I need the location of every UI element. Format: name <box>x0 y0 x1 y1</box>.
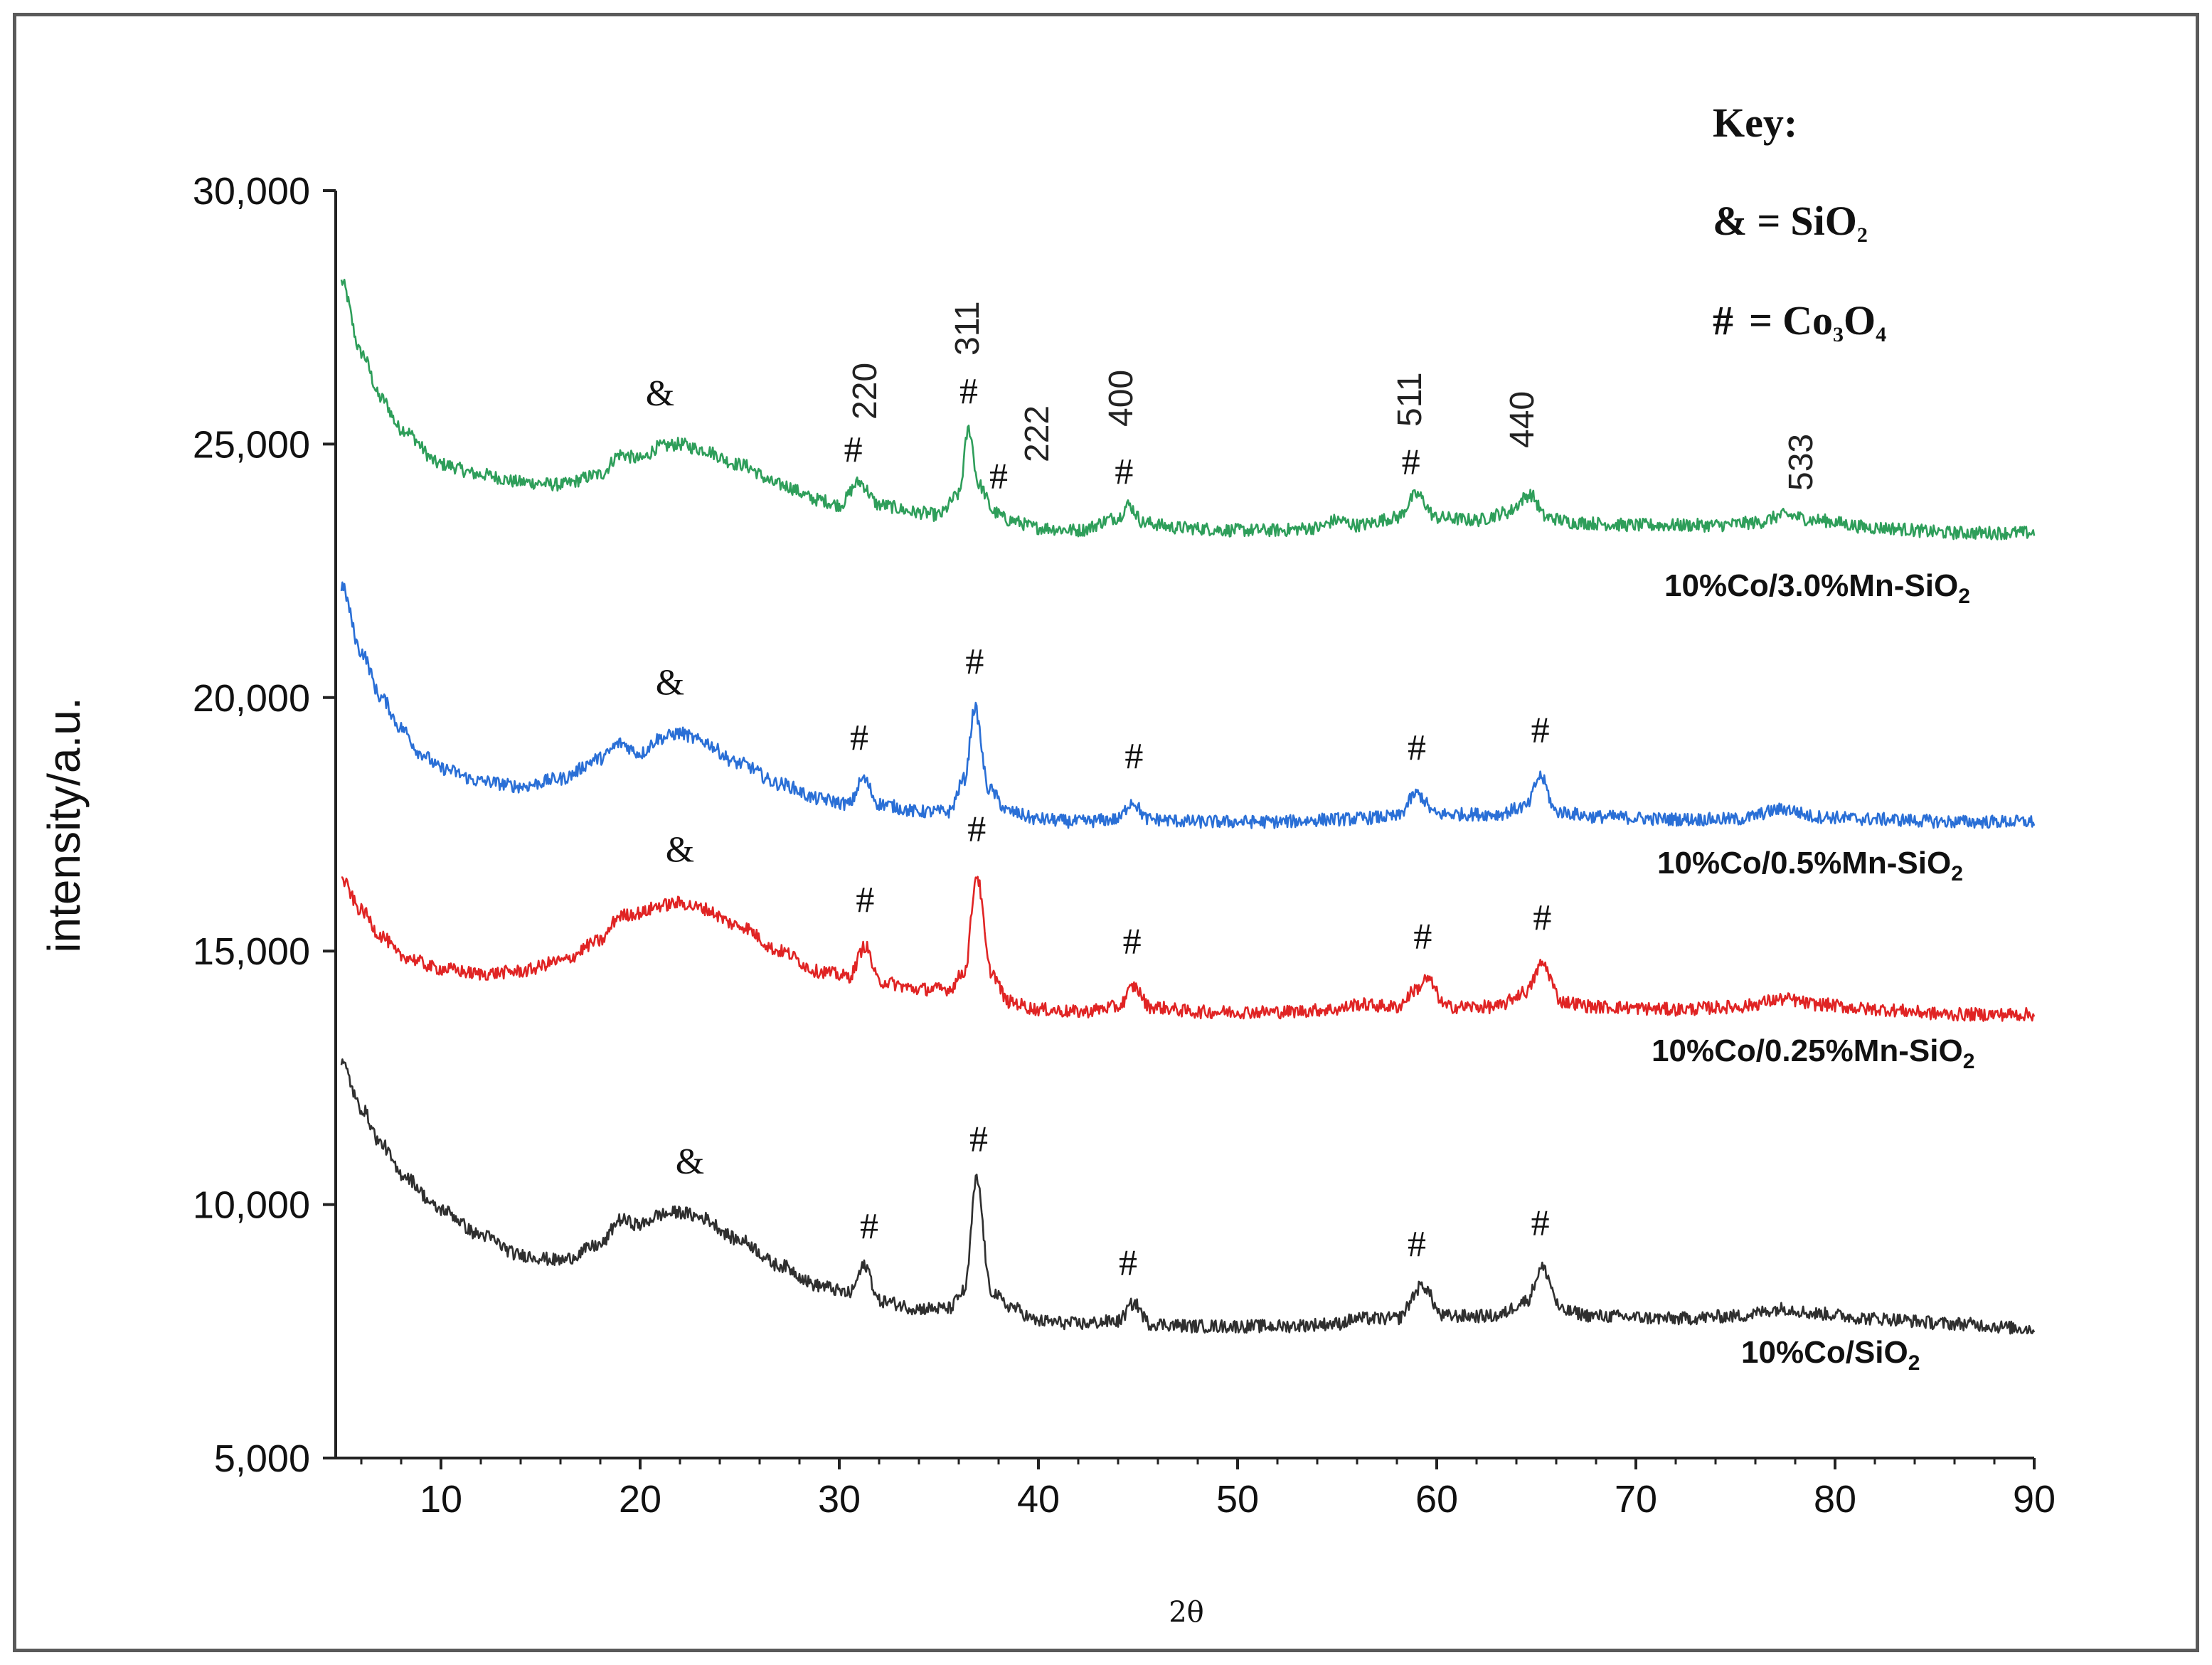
miller-311: 311 <box>949 301 987 356</box>
key-entry-co3o4: # = Co3O4 <box>1713 297 1886 346</box>
co3o4-marker: # <box>1408 728 1426 768</box>
x-tick-label: 20 <box>619 1478 661 1521</box>
x-tick-label: 10 <box>420 1478 462 1521</box>
x-tick-label: 50 <box>1216 1478 1259 1521</box>
figure-frame <box>13 13 2199 1652</box>
series-labels: 10%Co/3.0%Mn-SiO2 10%Co/0.5%Mn-SiO2 10%C… <box>1652 568 1974 1375</box>
co3o4-marker: # <box>1123 921 1142 962</box>
co3o4-marker: # <box>967 809 986 849</box>
x-tick-label: 70 <box>1615 1478 1657 1521</box>
co3o4-marker: # <box>860 1206 878 1247</box>
co3o4-marker: # <box>1531 710 1550 750</box>
co3o4-marker: # <box>1533 898 1551 938</box>
y-tick-label: 20,000 <box>193 677 310 720</box>
miller-indices: 220 311 222 400 511 440 533 <box>846 301 1820 491</box>
miller-400: 400 <box>1102 370 1140 427</box>
x-axis-label: 2θ <box>1169 1596 1204 1629</box>
miller-511: 511 <box>1391 372 1429 427</box>
series-label-3-0-mn: 10%Co/3.0%Mn-SiO2 <box>1664 568 1970 608</box>
co3o4-marker: # <box>1531 1203 1550 1244</box>
key-title: Key: <box>1713 100 1797 146</box>
co3o4-marker: # <box>965 642 984 682</box>
key-entry-sio2: & = SiO2 <box>1713 198 1868 247</box>
ticks: 10 20 30 40 50 60 70 80 90 5,000 10,000 15,000 20,00… <box>193 170 2056 1521</box>
series-lines <box>340 278 2036 1335</box>
y-tick-label: 10,000 <box>193 1184 310 1227</box>
co3o4-marker: # <box>1115 452 1133 492</box>
co3o4-marker: # <box>850 718 868 758</box>
series-label-co-sio2: 10%Co/SiO2 <box>1741 1335 1920 1375</box>
series-line-2 <box>341 876 2036 1022</box>
y-tick-label: 25,000 <box>193 423 310 466</box>
axes <box>334 191 2034 1459</box>
miller-222: 222 <box>1019 405 1056 462</box>
series-label-0-5-mn: 10%Co/0.5%Mn-SiO2 <box>1657 846 1963 885</box>
sio2-marker: & <box>656 662 684 703</box>
peak-markers: & # # # # # & # # # # # & # # # # # & # # # # # <box>646 371 1552 1283</box>
miller-220: 220 <box>846 363 884 420</box>
x-tick-label: 40 <box>1017 1478 1060 1521</box>
key-legend: Key: & = SiO2 # = Co3O4 <box>1713 100 1886 346</box>
co3o4-marker: # <box>1413 916 1432 957</box>
sio2-marker: & <box>646 373 674 414</box>
y-tick-label: 15,000 <box>193 930 310 973</box>
co3o4-marker: # <box>1408 1224 1426 1265</box>
sio2-marker: & <box>666 829 694 870</box>
x-tick-label: 80 <box>1814 1478 1856 1521</box>
co3o4-marker: # <box>1119 1243 1137 1283</box>
co3o4-marker: # <box>1402 442 1420 483</box>
co3o4-marker: # <box>1124 736 1143 777</box>
co3o4-marker: # <box>989 457 1008 497</box>
x-tick-label: 90 <box>2013 1478 2056 1521</box>
co3o4-marker: # <box>969 1119 988 1160</box>
y-tick-label: 30,000 <box>193 170 310 213</box>
co3o4-marker: # <box>844 430 863 470</box>
sio2-marker: & <box>676 1142 704 1182</box>
series-label-0-25-mn: 10%Co/0.25%Mn-SiO2 <box>1652 1033 1974 1073</box>
series-line-1 <box>340 581 2036 829</box>
x-tick-label: 60 <box>1415 1478 1458 1521</box>
co3o4-marker: # <box>959 371 978 412</box>
co3o4-marker: # <box>856 880 874 920</box>
miller-533: 533 <box>1782 434 1820 491</box>
series-line-0 <box>340 278 2036 541</box>
miller-440: 440 <box>1504 391 1541 448</box>
series-line-3 <box>340 1058 2036 1335</box>
x-tick-label: 30 <box>818 1478 861 1521</box>
y-tick-label: 5,000 <box>214 1437 310 1480</box>
y-axis-label: intensity/a.u. <box>38 697 90 952</box>
